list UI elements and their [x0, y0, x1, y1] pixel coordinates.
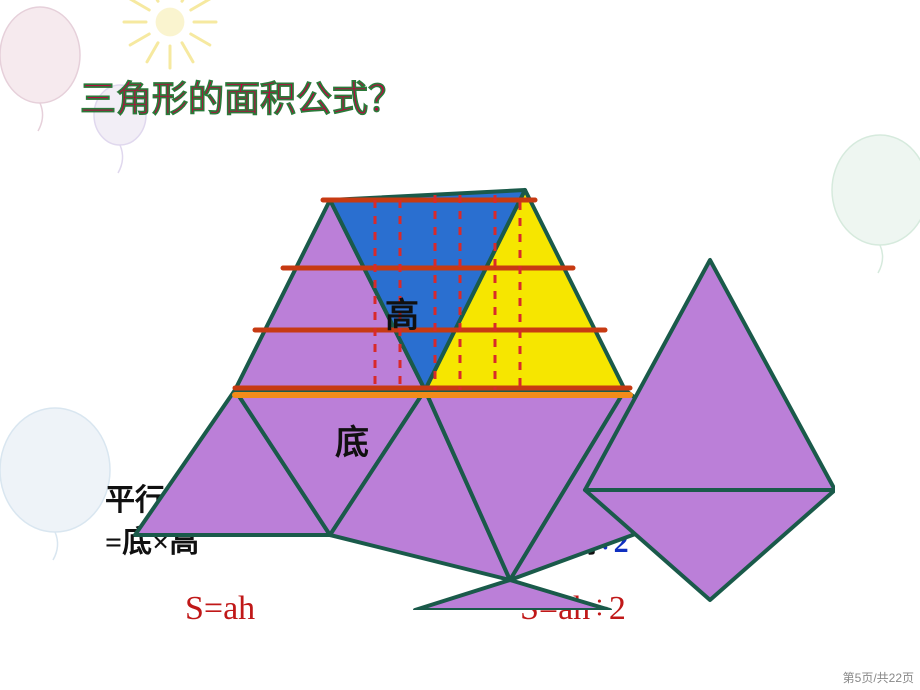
triangle-shapes [135, 190, 835, 610]
label-base: 底 [335, 415, 369, 464]
diagram-canvas [115, 140, 835, 610]
page-indicator: 第5页/共22页 [843, 669, 914, 686]
label-height: 高 [385, 288, 419, 337]
slide-title: 三角形的面积公式？ [80, 70, 404, 122]
